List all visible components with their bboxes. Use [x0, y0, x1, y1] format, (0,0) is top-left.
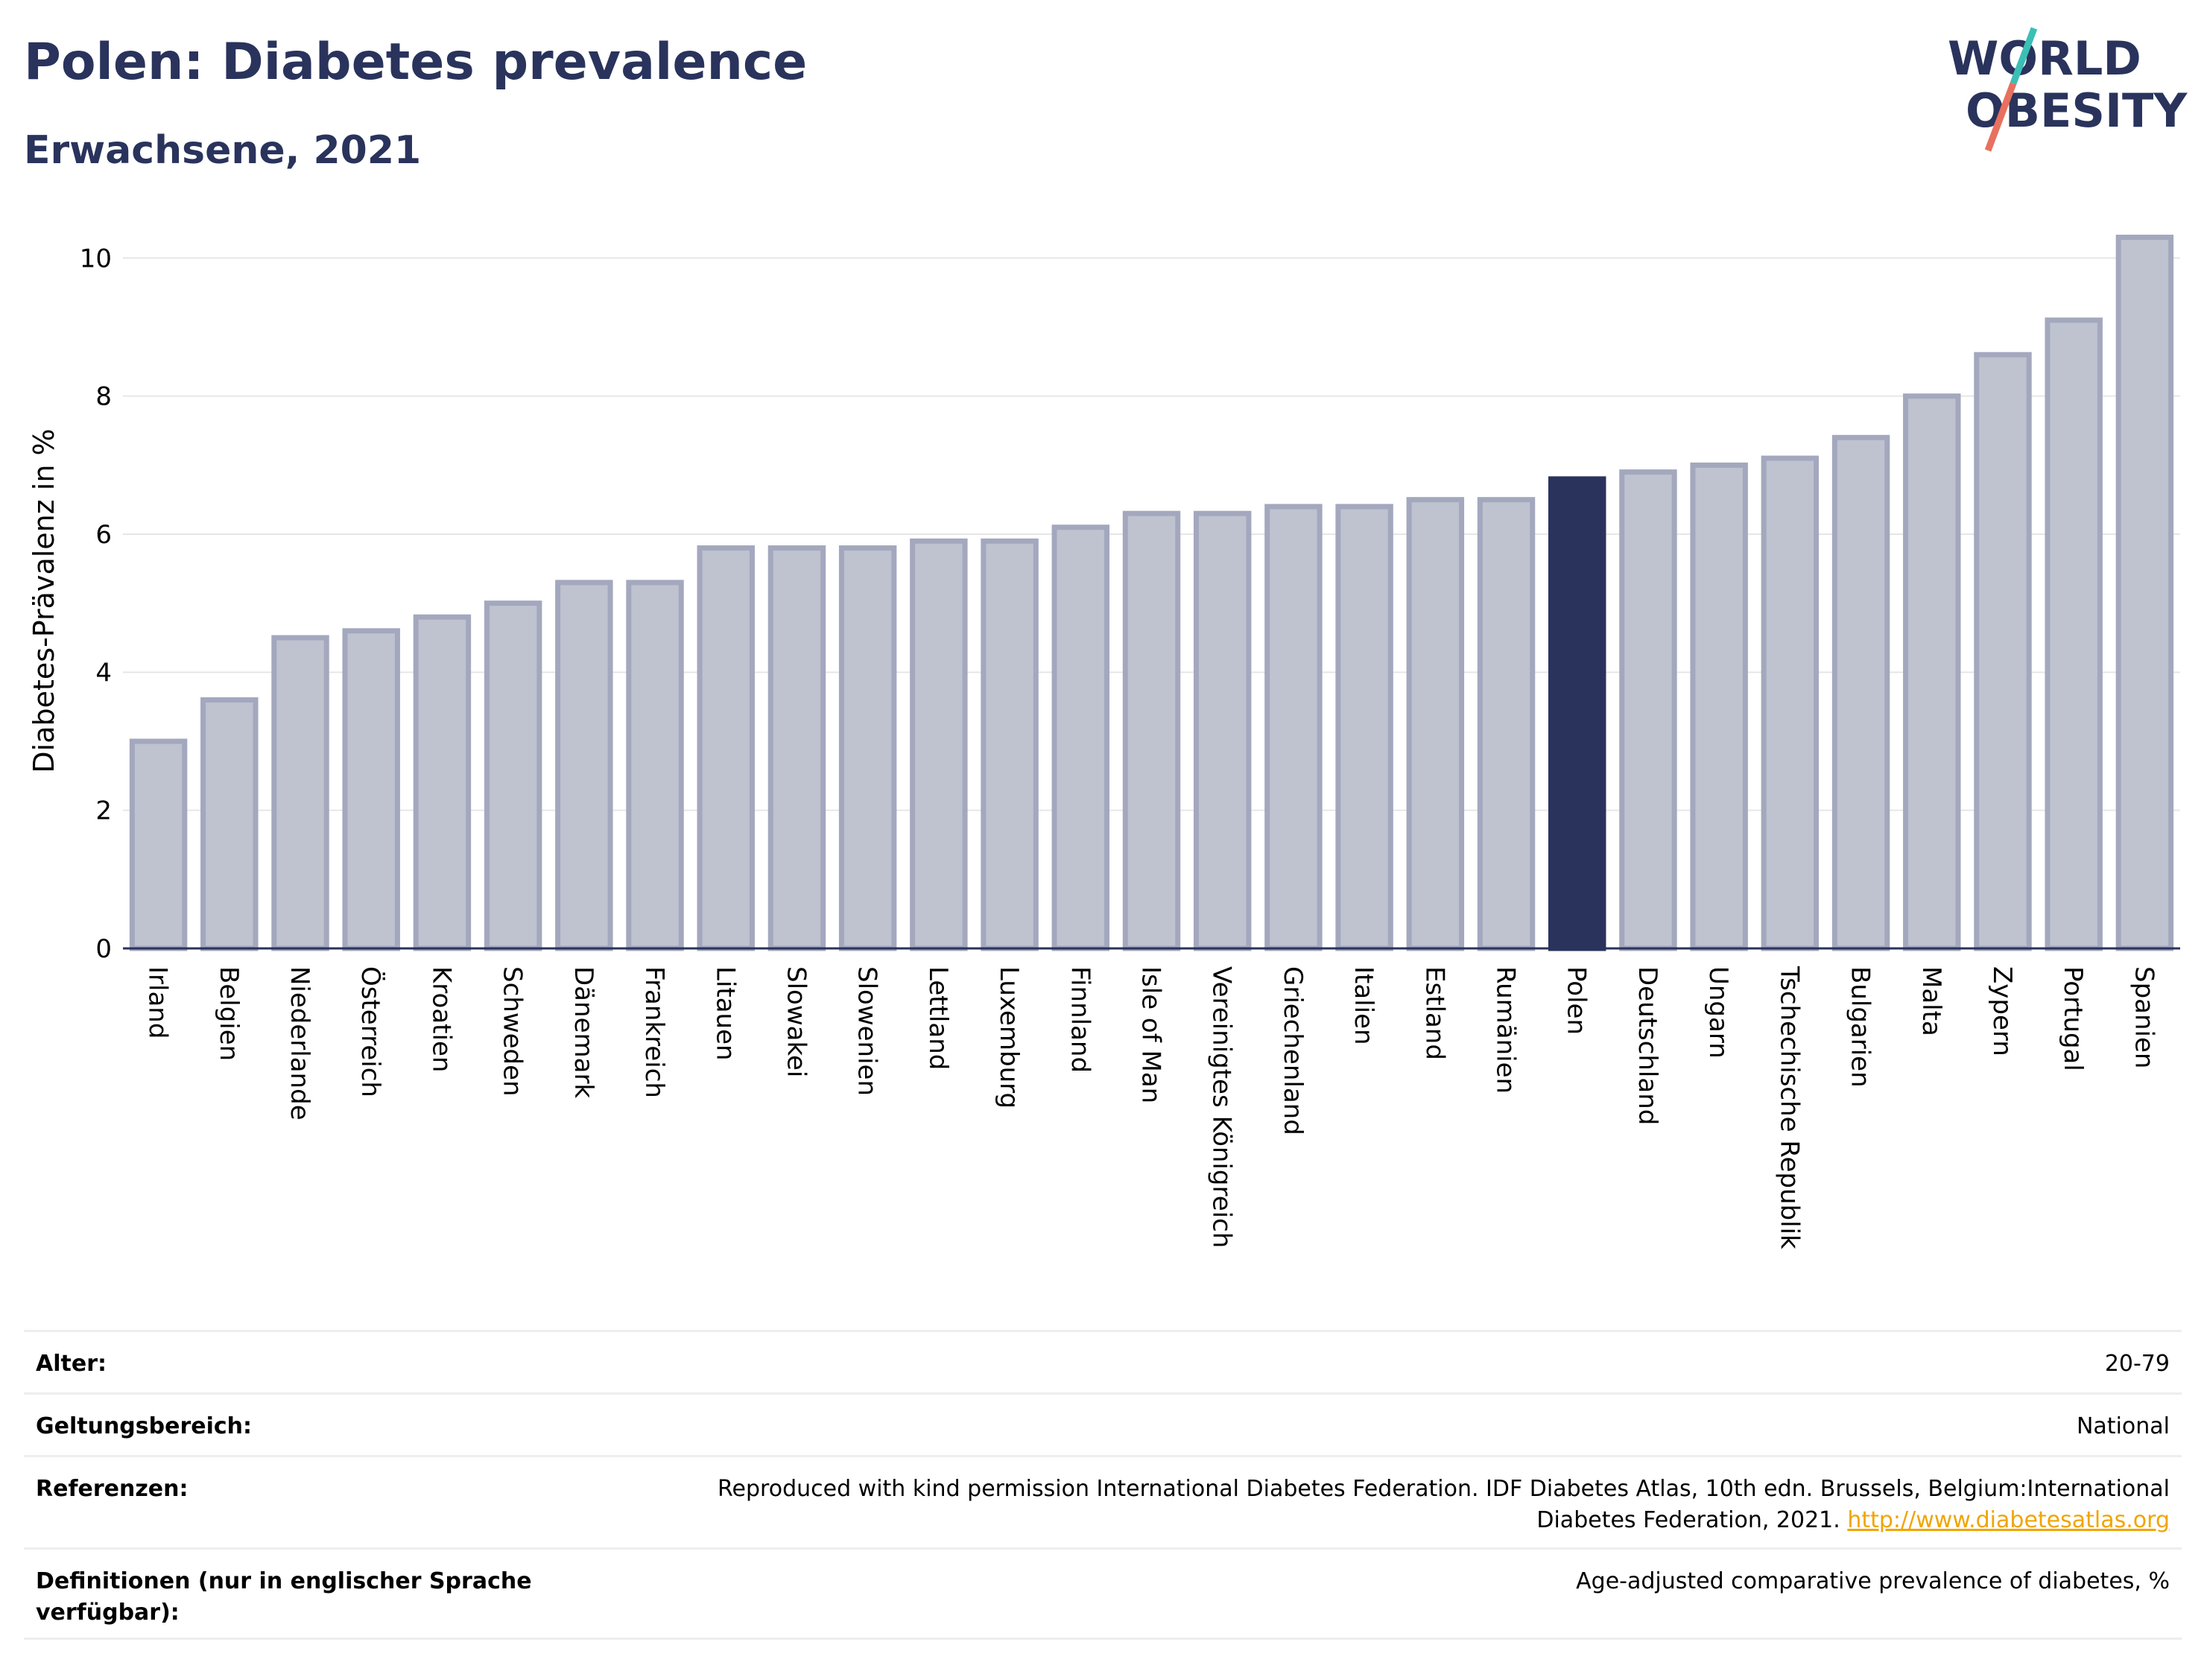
logo-slash-red [1984, 82, 2017, 152]
y-tick-label: 0 [95, 934, 112, 964]
meta-refs-value: Reproduced with kind permission Internat… [680, 1474, 2170, 1547]
x-tick-label: Rumänien [1491, 966, 1521, 1094]
bar-irland [129, 738, 188, 951]
x-tick-label: Schweden [498, 966, 528, 1097]
x-tick-label: Belgien [214, 966, 244, 1061]
x-tick-label: Niederlande [285, 966, 314, 1120]
diabetesatlas-link[interactable]: http://www.diabetesatlas.org [1847, 1507, 2170, 1533]
x-tick-label: Finnland [1065, 966, 1095, 1073]
meta-row-scope: Geltungsbereich: National [24, 1392, 2182, 1455]
meta-age-label: Alter: [36, 1351, 107, 1377]
bar-chart: 0 2 4 6 8 10 Diabetes-Prävalenz in % Irland Belg… [28, 235, 2180, 1249]
x-tick-label: Irland [143, 966, 173, 1039]
bar-finnland [1051, 524, 1110, 951]
x-tick-label: Lettland [923, 966, 953, 1070]
bar-luxemburg [981, 538, 1039, 951]
x-tick-label: Italien [1349, 966, 1378, 1045]
bar-isle-of-man [1122, 510, 1181, 951]
x-tick-label: Dänemark [569, 966, 598, 1098]
meta-scope-label: Geltungsbereich: [36, 1413, 253, 1439]
bar-rumänien [1477, 497, 1536, 951]
meta-refs-line1: Reproduced with kind permission Internat… [718, 1476, 2170, 1502]
bar-litauen [697, 545, 755, 951]
page-subtitle: Erwachsene, 2021 [24, 128, 422, 173]
bar-ungarn [1690, 462, 1748, 951]
bar-österreich [342, 628, 400, 951]
bar-dänemark [555, 580, 613, 951]
bar-lettland [910, 538, 968, 951]
meta-refs-line2: Diabetes Federation, 2021. [1536, 1507, 1840, 1533]
x-tick-label: Slowakei [781, 966, 811, 1077]
x-tick-label: Polen [1562, 966, 1592, 1035]
x-tick-label: Ungarn [1703, 966, 1733, 1059]
bar-kroatien [413, 614, 472, 951]
x-tick-label: Kroatien [426, 966, 456, 1072]
bar-spanien [2115, 235, 2174, 951]
y-tick-label: 2 [95, 796, 112, 826]
bar-bulgarien [1831, 434, 1890, 951]
x-tick-label: Tschechische Republik [1774, 966, 1804, 1249]
y-tick-label: 10 [80, 244, 112, 273]
page-title: Polen: Diabetes prevalence [24, 33, 808, 92]
x-tick-label: Isle of Man [1136, 966, 1166, 1103]
bar-italien [1335, 504, 1393, 951]
y-axis-label: Diabetes-Prävalenz in % [28, 428, 60, 773]
logo-slash-teal [2010, 27, 2038, 85]
x-tick-label: Estland [1419, 966, 1449, 1060]
x-tick-label: Spanien [2129, 966, 2159, 1068]
x-tick-label: Portugal [2058, 966, 2088, 1071]
y-tick-label: 6 [95, 520, 112, 550]
metadata-table: Alter: 20-79 Geltungsbereich: National R… [24, 1330, 2182, 1640]
world-obesity-logo: WORLD OBESITY [1948, 27, 2188, 152]
bar-zypern [1974, 352, 2032, 951]
bar-frankreich [626, 580, 684, 951]
bar-slowakei [767, 545, 826, 951]
meta-defs-label: Definitionen (nur in englischer Sprache … [36, 1568, 532, 1626]
bar-slowenien [838, 545, 897, 951]
x-tick-label: Luxemburg [994, 966, 1024, 1109]
bar-malta [1903, 393, 1961, 951]
x-tick-label: Litauen [710, 966, 740, 1061]
bar-polen [1548, 476, 1606, 951]
logo-line1: WORLD [1948, 31, 2141, 86]
bar-deutschland [1619, 469, 1677, 951]
x-tick-label: Malta [1916, 966, 1946, 1036]
bar-belgien [200, 697, 259, 951]
meta-age-value: 20-79 [2104, 1351, 2170, 1377]
y-tick-label: 4 [95, 658, 112, 688]
y-tick-label: 8 [95, 382, 112, 412]
x-tick-label: Deutschland [1633, 966, 1662, 1125]
bar-tschechische-republik [1761, 455, 1820, 951]
bar-portugal [2045, 317, 2103, 951]
meta-refs-label: Referenzen: [36, 1476, 189, 1502]
x-tick-label: Slowenien [852, 966, 882, 1096]
x-tick-label: Bulgarien [1846, 966, 1875, 1088]
meta-row-age: Alter: 20-79 [24, 1330, 2182, 1392]
x-tick-label: Österreich [355, 966, 386, 1097]
meta-defs-value: Age-adjusted comparative prevalence of d… [1576, 1568, 2170, 1594]
bar-niederlande [271, 635, 329, 951]
x-tick-label: Vereinigtes Königreich [1207, 966, 1237, 1248]
bar-vereinigtes-königreich [1193, 510, 1252, 951]
meta-scope-value: National [2076, 1413, 2170, 1439]
x-tick-label: Griechenland [1278, 966, 1308, 1135]
bar-estland [1406, 497, 1465, 951]
bar-griechenland [1264, 504, 1323, 951]
x-tick-label: Zypern [1987, 966, 2017, 1056]
meta-row-definitions: Definitionen (nur in englischer Sprache … [24, 1547, 2182, 1640]
bar-schweden [484, 600, 542, 951]
x-tick-label: Frankreich [639, 966, 669, 1098]
meta-row-references: Referenzen: Reproduced with kind permiss… [24, 1455, 2182, 1547]
